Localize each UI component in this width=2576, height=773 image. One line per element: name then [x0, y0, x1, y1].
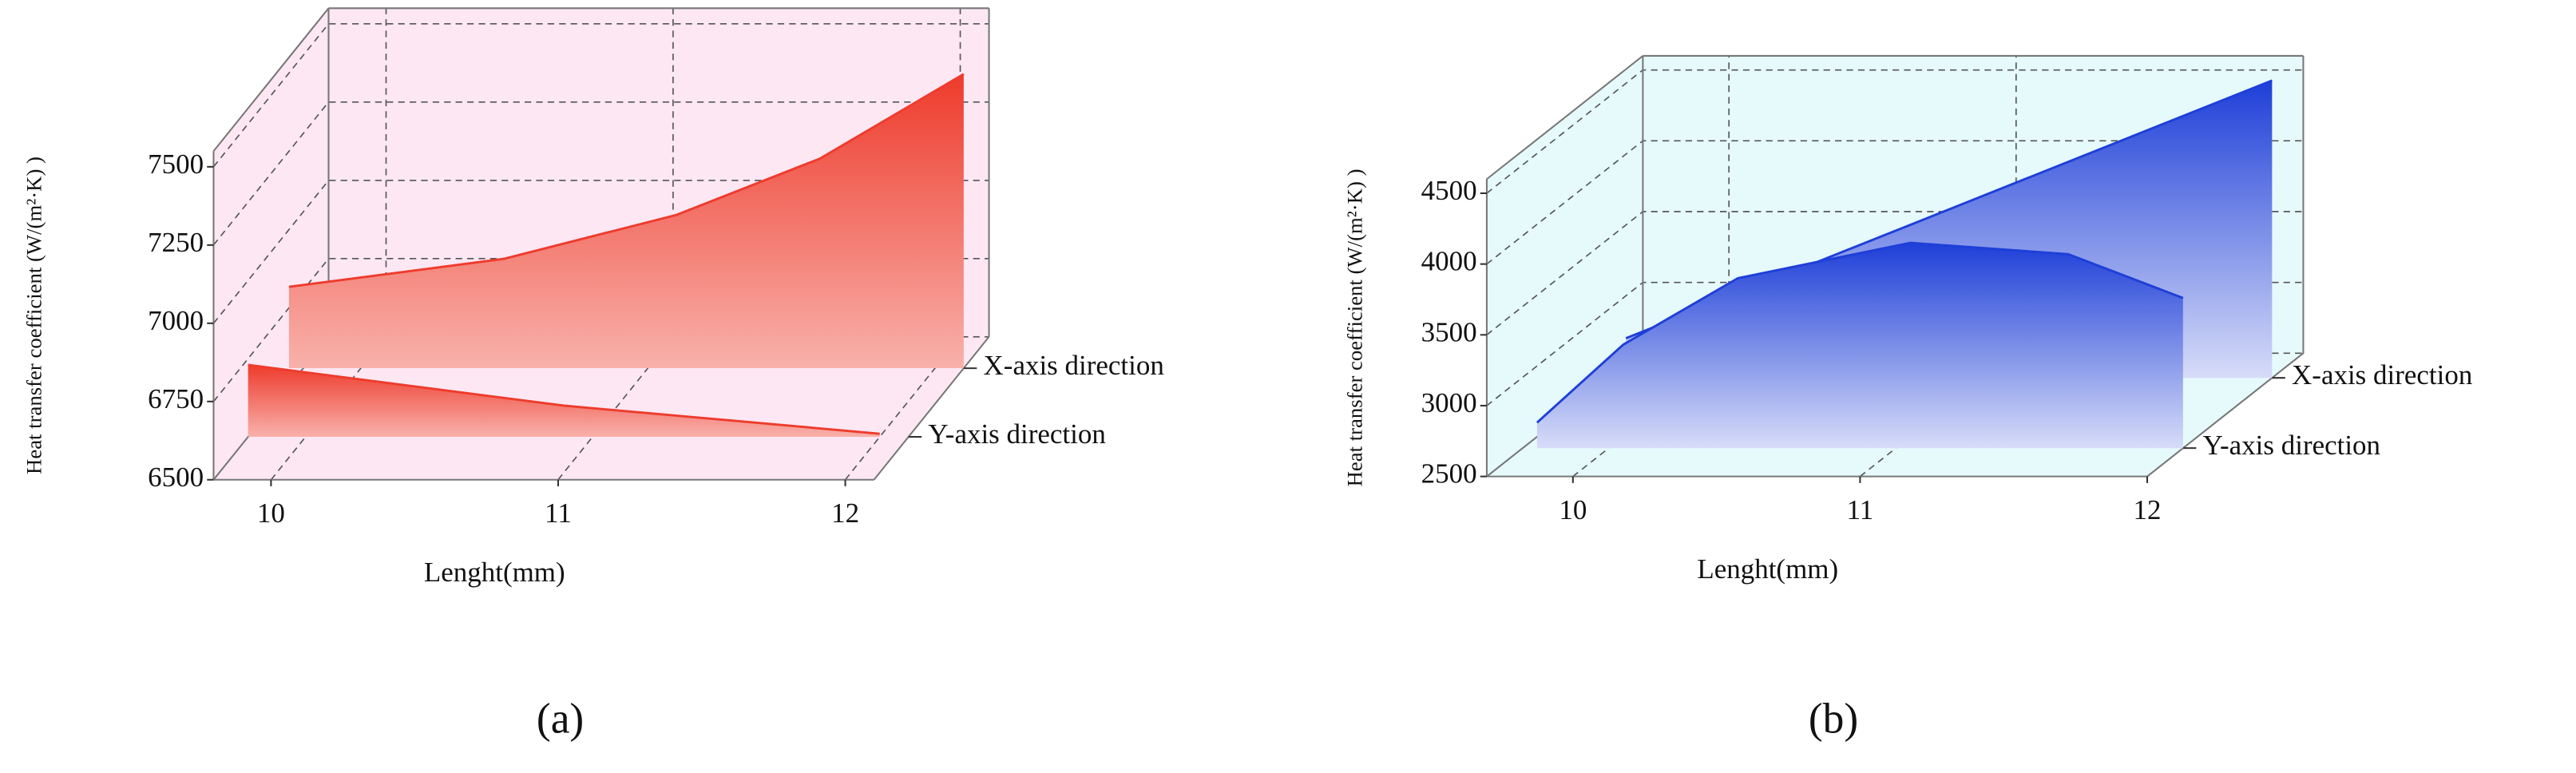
y-tick-label: 3500: [1421, 316, 1477, 347]
x-tick-label: 10: [257, 497, 285, 529]
x-tick-label: 12: [2134, 494, 2162, 525]
y-tick-label: 7500: [148, 149, 204, 180]
caption: (a): [537, 695, 584, 743]
y-tick-label: 2500: [1421, 458, 1477, 490]
grid-line: [844, 8, 961, 481]
y-axis-title: Heat transfer coefficient (W/(m²·K) ): [1343, 168, 1367, 486]
ribbon-area: [288, 73, 964, 369]
panel: 6500 6750 7000 7250 7500 10 11 12 X-axis directi…: [22, 7, 1164, 743]
x-tick-label: 12: [831, 497, 859, 529]
x-tick-label: 11: [1847, 494, 1874, 525]
x-axis-title: Lenght(mm): [424, 557, 565, 588]
caption: (b): [1809, 695, 1858, 743]
depth-label: X-axis direction: [2292, 359, 2472, 390]
grid-line: [212, 23, 989, 168]
ribbon-area: [248, 364, 880, 438]
grid-line: [212, 101, 989, 246]
y-tick-label: 6750: [148, 383, 204, 414]
ribbon-line: [1536, 241, 2184, 424]
ribbon-line: [288, 73, 965, 288]
y-axis-title: Heat transfer coefficient (W/(m²·K) ): [22, 157, 46, 474]
y-tick-label: 6500: [148, 462, 204, 493]
box-edge: [2146, 352, 2305, 478]
depth-label: Y-axis direction: [928, 418, 1105, 450]
y-tick-label: 4000: [1421, 246, 1477, 277]
x-tick-label: 11: [545, 497, 572, 529]
x-tick-label: 10: [1559, 494, 1587, 525]
ribbon-area: [1536, 243, 2183, 449]
y-tick-label: 4500: [1421, 175, 1477, 206]
depth-label: X-axis direction: [984, 350, 1164, 381]
box-edge: [873, 336, 990, 481]
box-edge: [1486, 55, 1644, 180]
ribbon-line: [248, 363, 880, 435]
box-edge: [212, 7, 330, 152]
depth-label: Y-axis direction: [2203, 430, 2380, 461]
y-tick-label: 7000: [148, 305, 204, 336]
panel: 2500 3000 3500 4000 4500 10 11 12 X-axis directi…: [1343, 54, 2472, 743]
x-axis-title: Lenght(mm): [1697, 553, 1838, 585]
y-tick-label: 7250: [148, 227, 204, 258]
y-tick-label: 3000: [1421, 387, 1477, 418]
